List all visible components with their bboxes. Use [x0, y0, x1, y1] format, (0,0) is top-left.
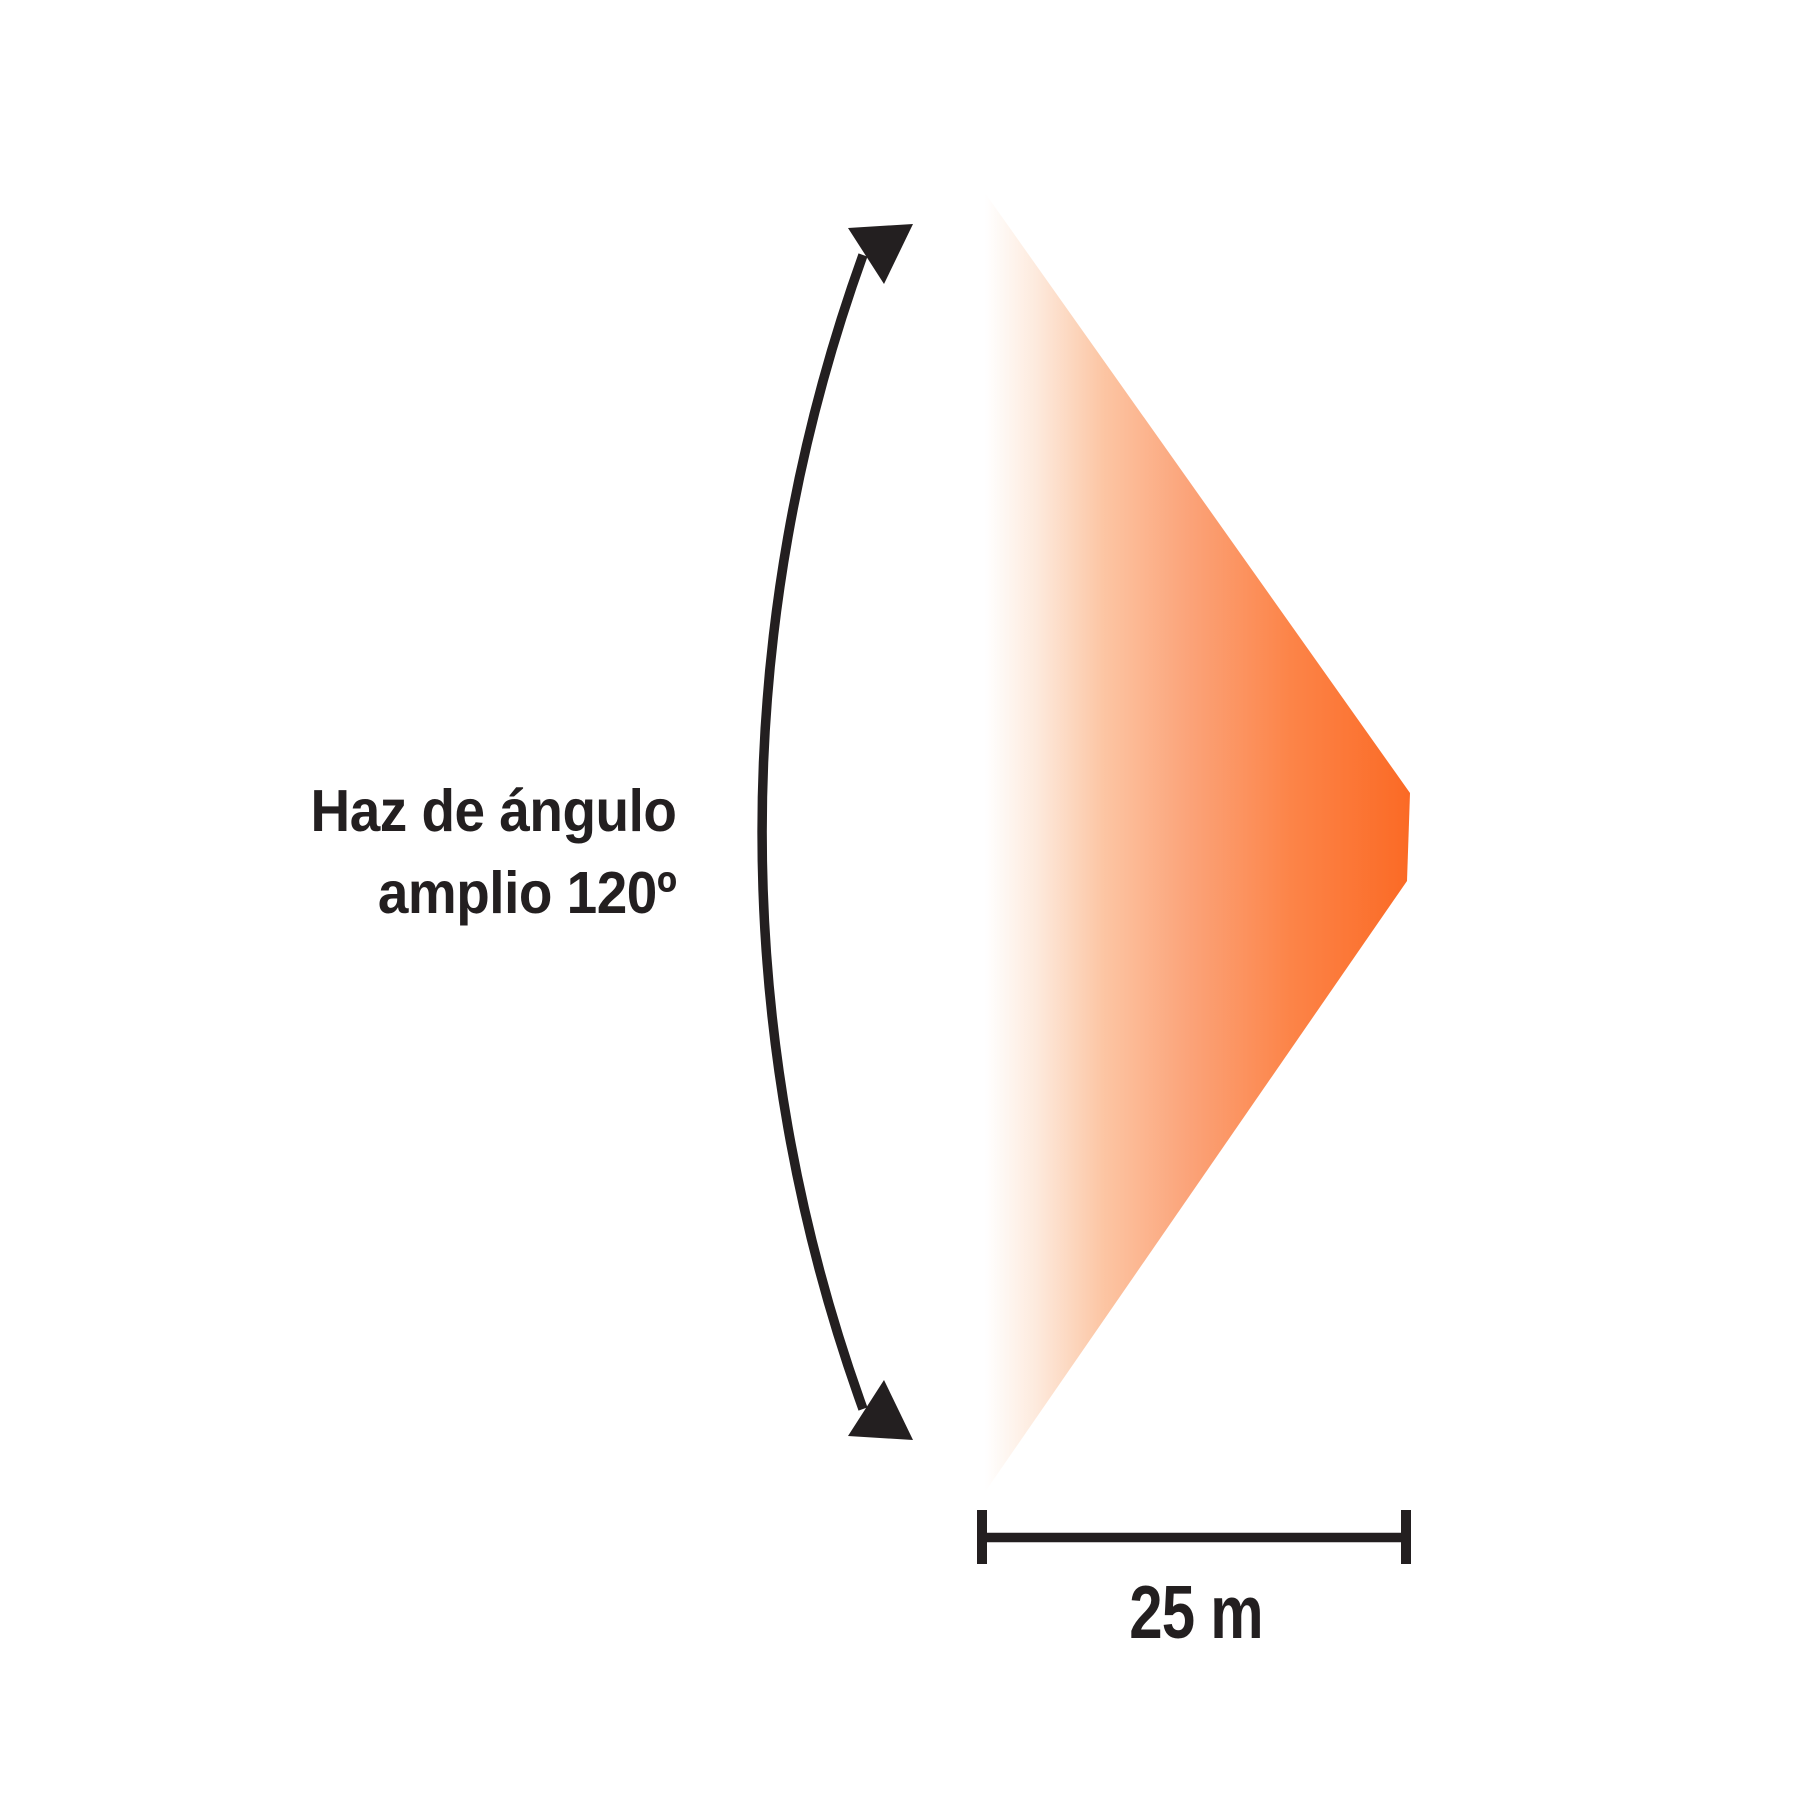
arrow-up-icon: [848, 224, 913, 284]
beam-angle-label-line1: Haz de ángulo: [310, 778, 676, 844]
beam-angle-label: Haz de ángulo amplio 120º: [310, 770, 676, 934]
beam-shape: [985, 193, 1410, 1492]
measurement-bar: [977, 1510, 1411, 1564]
beam-angle-label-line2: amplio 120º: [377, 860, 676, 926]
angle-arc: [757, 253, 868, 1411]
arrow-down-icon: [848, 1380, 913, 1440]
distance-label: 25 m: [1129, 1570, 1263, 1654]
